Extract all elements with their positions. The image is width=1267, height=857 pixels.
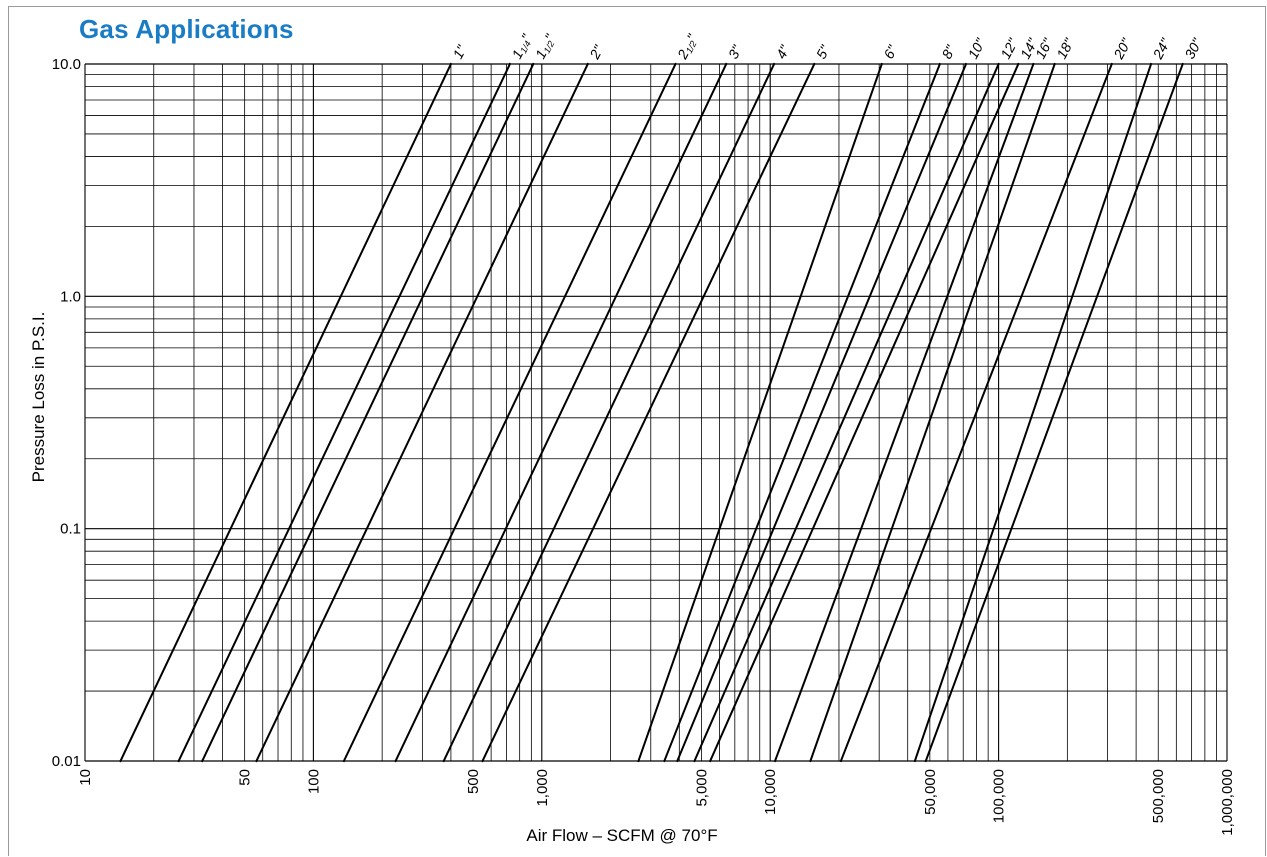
x-tick-label: 1,000,000: [1219, 769, 1236, 836]
series-line: [442, 62, 776, 763]
series-line: [119, 62, 453, 763]
y-tick-label: 0.1: [60, 521, 81, 538]
series-label-size: 24: [1149, 40, 1171, 62]
x-tick-label: 500,000: [1150, 769, 1167, 823]
series-line: [481, 62, 816, 763]
series-label: 12": [997, 35, 1021, 62]
series-line: [394, 62, 728, 763]
series-label: 10": [965, 35, 989, 62]
series-label: 4": [773, 42, 794, 62]
series-label-size: 18: [1053, 40, 1075, 61]
x-tick-labels: 10 50 100 500 1,000 5,000 10,000 50,000 100,000 5…: [77, 769, 1236, 836]
y-tick-label: 0.01: [52, 753, 81, 770]
series-label: 2": [586, 42, 607, 63]
x-tick-label: 5,000: [693, 769, 710, 807]
chart-title: Gas Applications: [79, 14, 294, 44]
series-label-inch-mark: ": [684, 31, 701, 44]
y-tick-label: 1.0: [60, 288, 81, 305]
series-line: [693, 62, 1000, 763]
series-label: 20": [1110, 35, 1135, 62]
series-lines: [119, 62, 1185, 763]
series-label: 24": [1149, 35, 1174, 62]
series-label: 11/2": [532, 31, 559, 62]
series-label: 18": [1053, 35, 1077, 62]
series-line: [675, 62, 968, 763]
series-label-size: 16: [1032, 40, 1054, 61]
series-label-size: 10: [965, 40, 987, 61]
y-tick-label: 10.0: [52, 56, 81, 73]
series-line: [255, 62, 590, 763]
series-line: [342, 62, 677, 763]
series-label-inch-mark: ": [541, 31, 558, 44]
x-tick-label: 50: [237, 769, 254, 786]
series-line: [809, 62, 1056, 763]
series-line: [708, 62, 1020, 763]
series-line: [924, 62, 1185, 763]
series-label-inch-mark: ": [518, 31, 535, 44]
series-label: 6": [880, 42, 901, 62]
series-label-size: 30: [1181, 40, 1203, 61]
series-label: 21/2": [674, 31, 702, 63]
series-label: 8": [938, 42, 959, 62]
series-label-size: 20: [1110, 40, 1132, 62]
series-line: [200, 62, 535, 763]
x-tick-label: 500: [465, 769, 482, 794]
series-line: [637, 62, 884, 763]
series-line: [773, 62, 1035, 763]
chart-frame: [8, 6, 1266, 856]
series-label-size: 12: [997, 40, 1019, 61]
series-line: [839, 62, 1114, 763]
series-label: 3": [725, 42, 746, 62]
x-tick-label: 50,000: [922, 769, 939, 815]
x-tick-label: 10,000: [762, 769, 779, 815]
series-label: 1": [449, 42, 470, 62]
x-tick-label: 1,000: [534, 769, 551, 807]
series-line: [913, 62, 1153, 763]
x-tick-label: 100,000: [991, 769, 1008, 823]
grid-lines: [84, 63, 1228, 762]
series-label-size: 14: [1017, 40, 1039, 61]
series-line: [663, 62, 942, 763]
series-label: 16": [1032, 35, 1056, 62]
x-tick-label: 100: [305, 769, 322, 794]
series-labels: 1" 11/4"11/2"2" 21/2"3" 4" 5" 6" 8" 10" 12"14"16…: [449, 31, 1205, 63]
y-tick-labels: 0.01 0.1 1.0 10.0: [52, 56, 81, 770]
series-line: [177, 62, 512, 763]
series-label: 11/4": [508, 31, 535, 62]
y-axis-label: Pressure Loss in P.S.I.: [29, 312, 48, 483]
x-axis-label: Air Flow – SCFM @ 70°F: [526, 826, 717, 845]
x-tick-label: 10: [77, 769, 94, 786]
series-label: 30": [1181, 35, 1205, 62]
series-label: 5": [813, 42, 834, 62]
